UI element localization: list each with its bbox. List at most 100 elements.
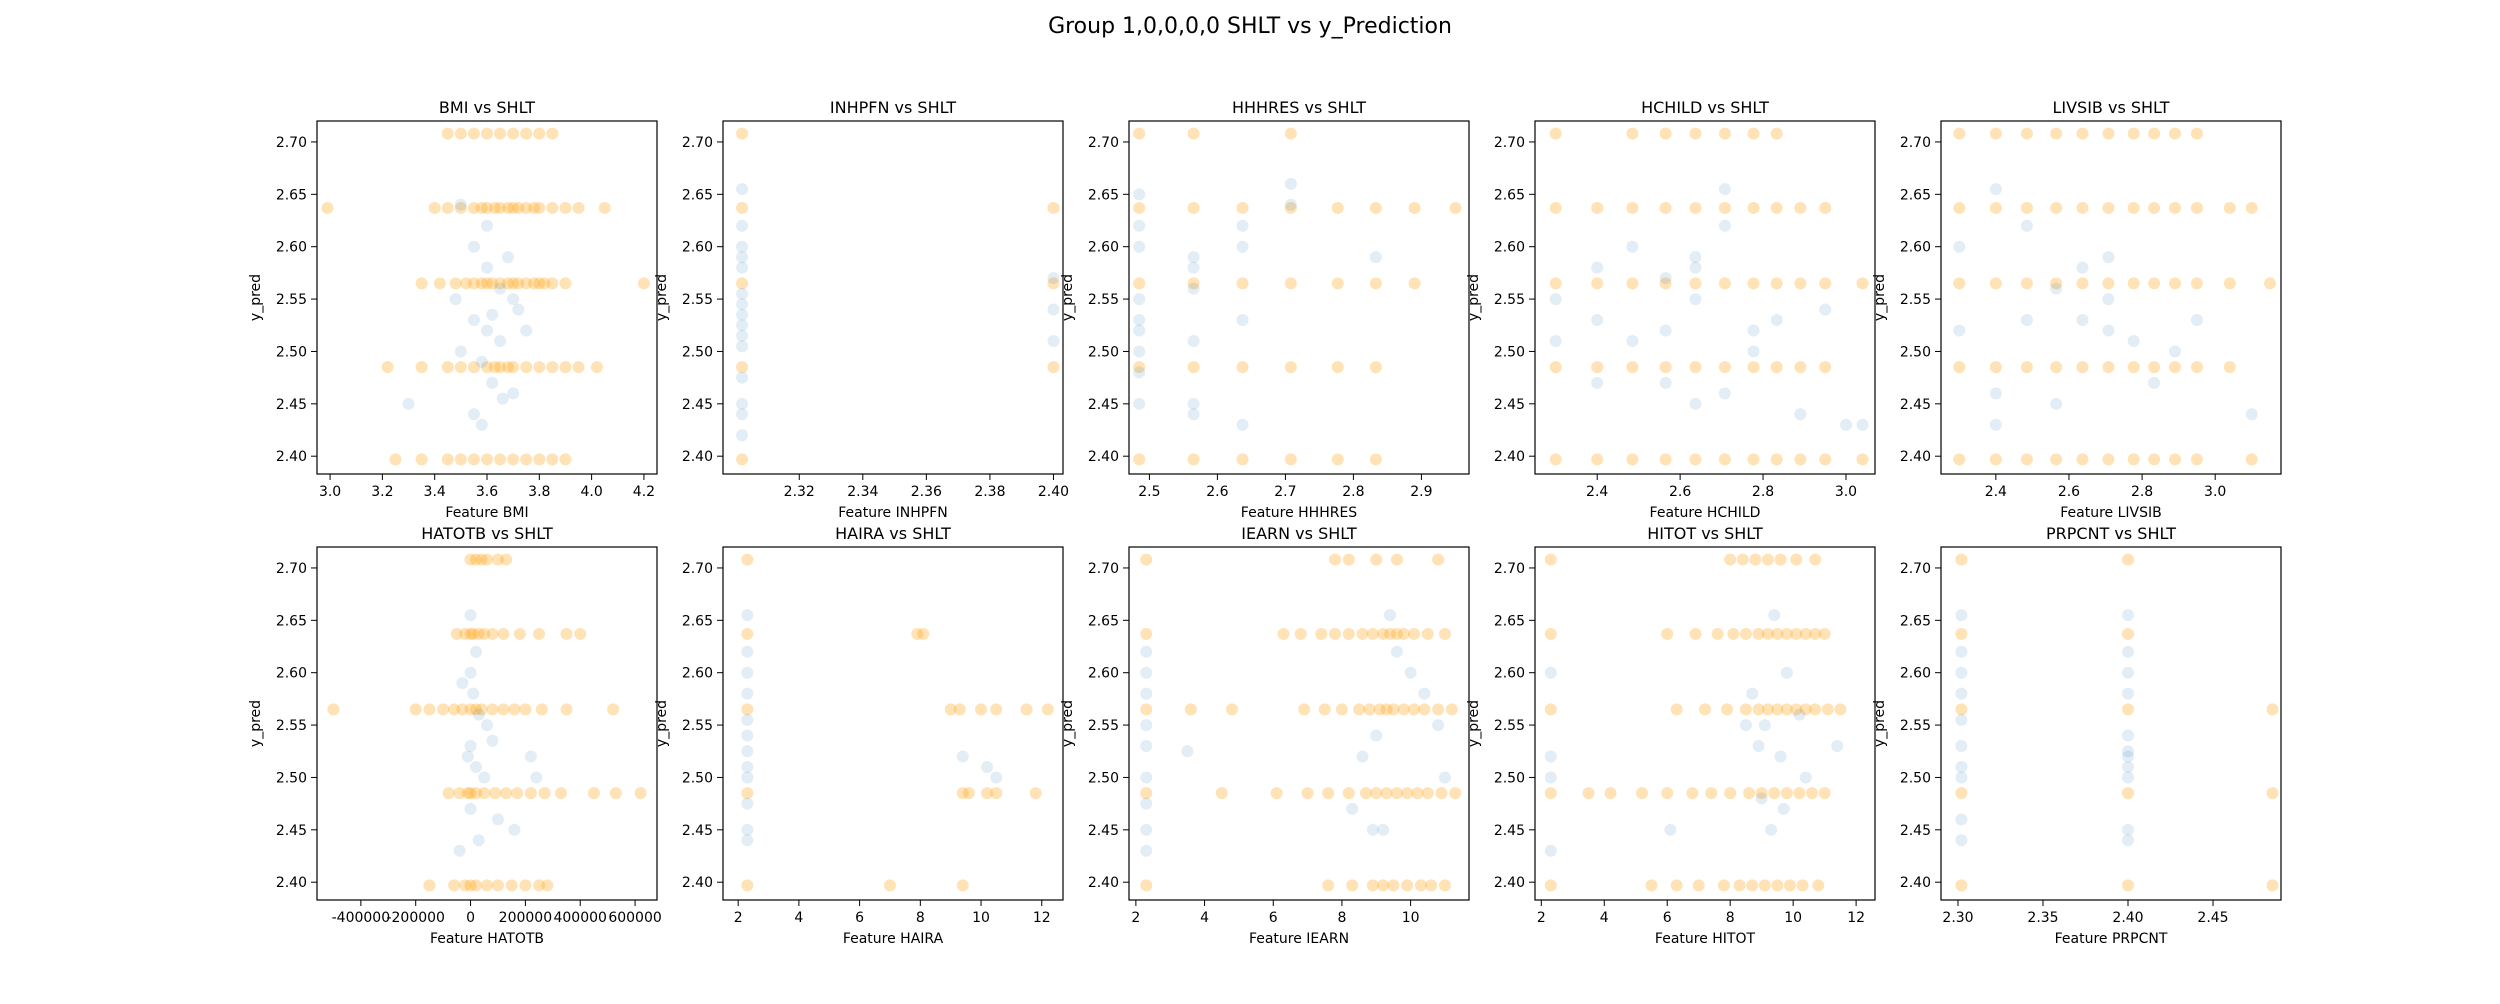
scatter-point-orange <box>467 627 480 640</box>
y-tick-label: 2.55 <box>276 292 307 308</box>
scatter-point-orange <box>1659 277 1672 290</box>
scatter-point-blue <box>507 387 520 400</box>
x-tick-label: 2.38 <box>974 484 1005 500</box>
scatter-point-blue <box>1689 293 1702 306</box>
y-tick-label: 2.55 <box>276 718 307 734</box>
scatter-point-blue <box>470 645 483 658</box>
scatter-point-blue <box>472 708 485 721</box>
scatter-point-blue <box>1187 408 1200 421</box>
scatter-point-orange <box>442 787 455 800</box>
scatter-point-blue <box>1755 792 1768 805</box>
y-tick-label: 2.70 <box>276 561 307 577</box>
scatter-point-orange <box>2127 277 2140 290</box>
y-tick-label: 2.50 <box>276 344 307 360</box>
scatter-point-orange <box>1780 703 1793 716</box>
scatter-point-orange <box>478 787 491 800</box>
scatter-point-orange <box>2020 201 2033 214</box>
scatter-point-orange <box>533 879 546 892</box>
scatter-point-orange <box>1359 787 1372 800</box>
scatter-point-blue <box>1187 397 1200 410</box>
scatter-point-orange <box>1746 879 1759 892</box>
scatter-point-orange <box>1397 627 1410 640</box>
x-tick-label: 3.0 <box>1835 484 1857 500</box>
scatter-point-blue <box>1989 418 2002 431</box>
scatter-point-blue <box>2102 251 2115 264</box>
y-axis-label: y_pred <box>1872 700 1888 747</box>
y-tick-label: 2.45 <box>276 823 307 839</box>
scatter-point-orange <box>1377 627 1390 640</box>
scatter-point-orange <box>500 787 513 800</box>
scatter-point-blue <box>1133 240 1146 253</box>
scatter-point-orange <box>1770 277 1783 290</box>
scatter-point-orange <box>478 627 491 640</box>
scatter-point-orange <box>587 787 600 800</box>
scatter-point-orange <box>507 277 520 290</box>
scatter-point-blue <box>1549 293 1562 306</box>
scatter-point-orange <box>1408 703 1421 716</box>
scatter-point-blue <box>1819 303 1832 316</box>
scatter-point-orange <box>560 627 573 640</box>
scatter-point-orange <box>944 703 957 716</box>
scatter-point-blue <box>472 834 485 847</box>
scatter-point-blue <box>467 314 480 327</box>
y-tick-label: 2.70 <box>276 135 307 151</box>
scatter-point-orange <box>2190 201 2203 214</box>
scatter-point-blue <box>2122 834 2134 847</box>
scatter-point-orange <box>1747 453 1760 466</box>
scatter-point-orange <box>1369 453 1382 466</box>
subplot-10: PRPCNT vs SHLT 2.30 2.35 2.40 2.45 2.40 2.45 2.… <box>1872 524 2282 947</box>
scatter-point-orange <box>1322 879 1335 892</box>
scatter-point-orange <box>1699 703 1711 716</box>
scatter-point-orange <box>507 201 520 214</box>
scatter-point-blue <box>1346 802 1359 815</box>
y-tick-label: 2.60 <box>1088 666 1119 682</box>
scatter-point-orange <box>1366 627 1379 640</box>
y-tick-label: 2.60 <box>276 666 307 682</box>
scatter-point-orange <box>475 553 488 566</box>
scatter-point-orange <box>1284 453 1297 466</box>
scatter-point-orange <box>911 627 924 640</box>
scatter-point-orange <box>1724 787 1737 800</box>
scatter-point-orange <box>494 277 507 290</box>
scatter-point-orange <box>1670 879 1683 892</box>
scatter-point-blue <box>2102 324 2115 337</box>
scatter-point-orange <box>1790 627 1803 640</box>
scatter-point-orange <box>2168 277 2181 290</box>
scatter-point-orange <box>500 553 513 566</box>
scatter-point-orange <box>559 201 572 214</box>
scatter-point-orange <box>441 361 454 374</box>
scatter-point-orange <box>962 787 975 800</box>
scatter-point-blue <box>2020 219 2033 232</box>
scatter-point-blue <box>736 397 749 410</box>
scatter-point-orange <box>470 879 483 892</box>
scatter-point-orange <box>2076 127 2089 140</box>
scatter-point-orange <box>1636 787 1649 800</box>
scatter-point-orange <box>2168 201 2181 214</box>
scatter-point-orange <box>454 201 467 214</box>
scatter-point-orange <box>481 127 493 140</box>
x-tick-label: 8 <box>1726 910 1735 926</box>
scatter-point-blue <box>2102 293 2115 306</box>
scatter-point-blue <box>736 408 749 421</box>
scatter-point-orange <box>1390 627 1403 640</box>
scatter-point-blue <box>486 308 499 321</box>
scatter-point-orange <box>1739 627 1752 640</box>
y-tick-label: 2.40 <box>1900 875 1931 891</box>
scatter-point-orange <box>1711 627 1724 640</box>
scatter-point-blue <box>2122 760 2134 773</box>
scatter-point-orange <box>409 703 422 716</box>
subplot-3: HHHRES vs SHLT 2.5 2.6 2.7 2.8 2.9 2.40 2.45 2.5… <box>1060 98 1470 521</box>
scatter-point-orange <box>1342 627 1355 640</box>
scatter-point-orange <box>1544 787 1557 800</box>
scatter-point-orange <box>467 361 480 374</box>
scatter-point-orange <box>321 201 334 214</box>
scatter-point-orange <box>1989 453 2002 466</box>
scatter-point-orange <box>1544 553 1557 566</box>
scatter-point-orange <box>1421 627 1434 640</box>
scatter-point-orange <box>497 703 510 716</box>
scatter-point-orange <box>1445 703 1458 716</box>
scatter-point-orange <box>1140 787 1153 800</box>
scatter-point-orange <box>1989 277 2002 290</box>
scatter-point-orange <box>475 201 488 214</box>
y-tick-label: 2.40 <box>682 449 713 465</box>
